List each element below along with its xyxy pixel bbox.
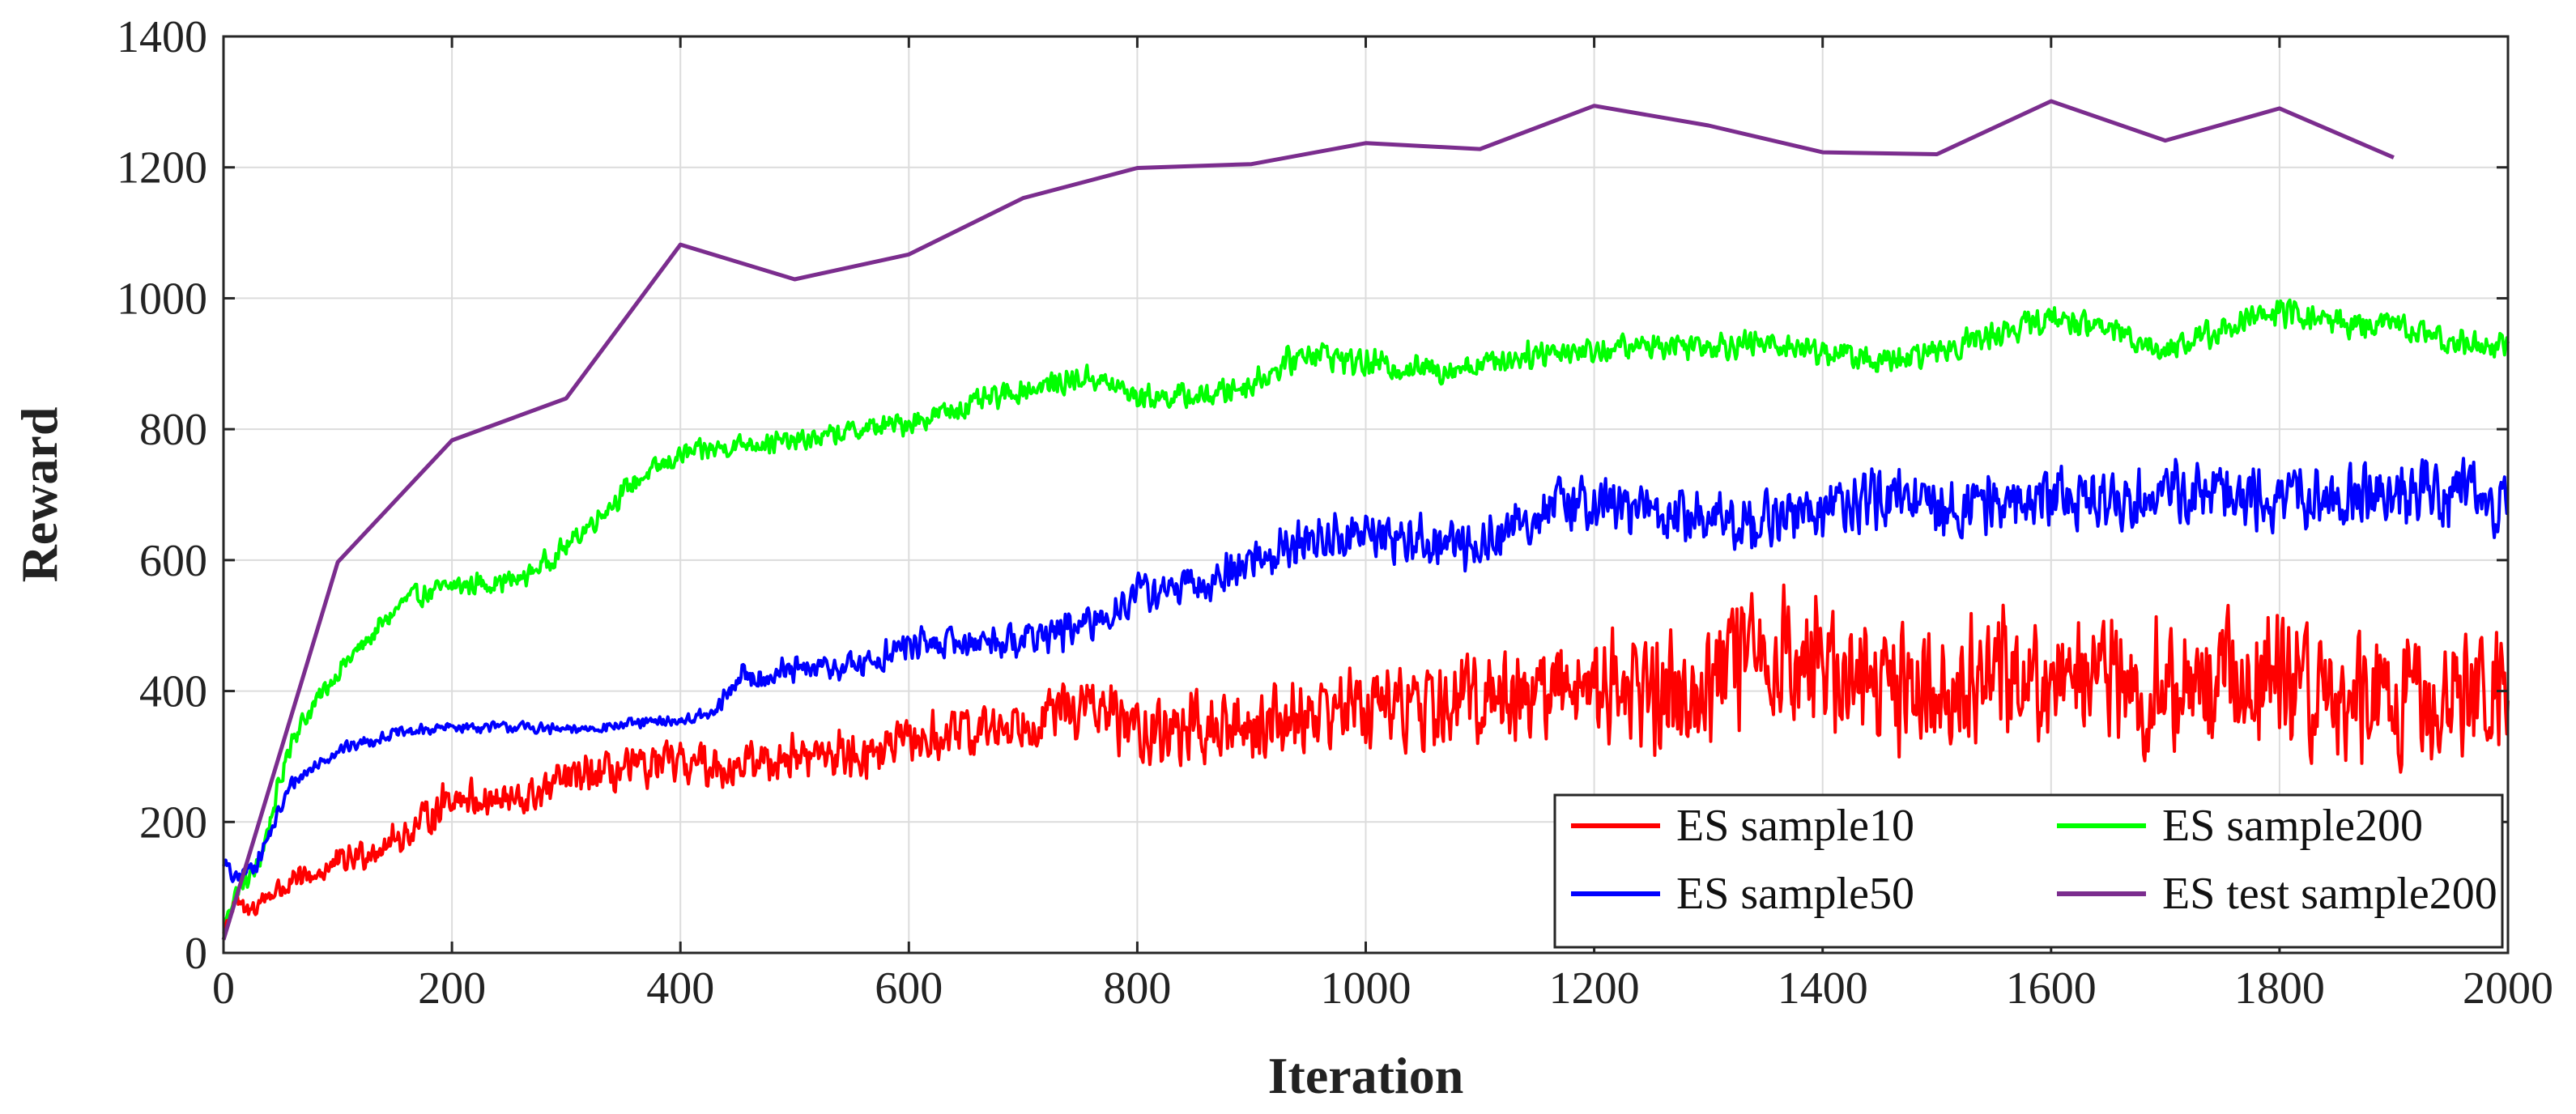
y-tick-label: 400 (139, 667, 207, 717)
x-tick-label: 1800 (2234, 963, 2325, 1014)
x-tick-label: 2000 (2463, 963, 2553, 1014)
legend: ES sample10 ES sample200 ES sample50 ES tes… (1553, 793, 2504, 949)
series-line-es-sample50 (222, 457, 2510, 883)
x-tick-label: 1200 (1549, 963, 1640, 1014)
y-tick-label: 1400 (117, 12, 207, 62)
legend-label-es-sample200: ES sample200 (2162, 801, 2423, 851)
x-axis-title: Iteration (1268, 1047, 1464, 1104)
legend-label-es-test-sample200: ES test sample200 (2162, 869, 2497, 919)
legend-box (1553, 793, 2504, 949)
y-tick-label: 1200 (117, 143, 207, 193)
y-tick-label: 800 (139, 405, 207, 455)
axis-ticks: 0 200 400 600 800 1000 1200 1400 1600 1800 2000 0 20… (117, 12, 2553, 1014)
series-line-es-test-sample200 (221, 99, 2395, 941)
y-tick-label: 1000 (117, 274, 207, 324)
y-tick-label: 600 (139, 536, 207, 586)
series-line-es-sample200 (223, 298, 2510, 927)
y-tick-label: 200 (139, 797, 207, 848)
x-tick-label: 400 (646, 963, 714, 1014)
y-tick-label: 0 (185, 929, 207, 979)
legend-label-es-sample10: ES sample10 (1676, 801, 1914, 851)
x-tick-label: 1000 (1321, 963, 1411, 1014)
x-tick-label: 1400 (1778, 963, 1868, 1014)
x-tick-label: 600 (875, 963, 943, 1014)
x-tick-label: 800 (1103, 963, 1171, 1014)
legend-label-es-sample50: ES sample50 (1676, 869, 1914, 919)
x-tick-label: 200 (418, 963, 486, 1014)
series-line-es-sample10 (222, 583, 2510, 934)
series-group (221, 99, 2510, 941)
x-tick-label: 1600 (2006, 963, 2097, 1014)
y-axis-title: Reward (11, 407, 68, 583)
x-tick-label: 0 (212, 963, 235, 1014)
